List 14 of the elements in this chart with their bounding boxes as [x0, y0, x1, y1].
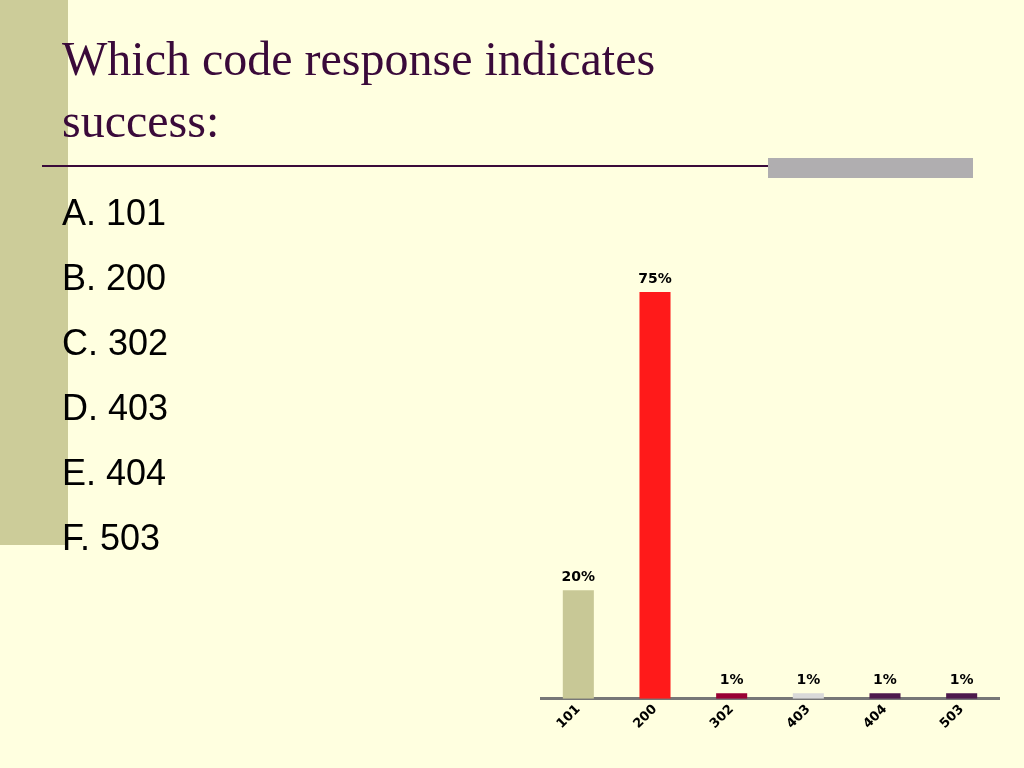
text: B. 200 [62, 257, 168, 300]
x-tick-label: 403 [783, 701, 813, 731]
text: C. 302 [62, 322, 169, 365]
data-label: 1% [719, 671, 744, 687]
chart-title: Which code response indicates success: [62, 31, 657, 149]
data-label: 20% [561, 567, 596, 584]
data-label: 75% [638, 269, 672, 286]
data-label: 1% [796, 671, 821, 687]
text: F. 503 [62, 517, 162, 560]
text: A. 101 [62, 192, 168, 235]
data-label: 1% [873, 671, 897, 687]
data-label: 1% [949, 671, 974, 687]
text: D. 403 [62, 387, 169, 430]
text: E. 404 [62, 452, 168, 495]
